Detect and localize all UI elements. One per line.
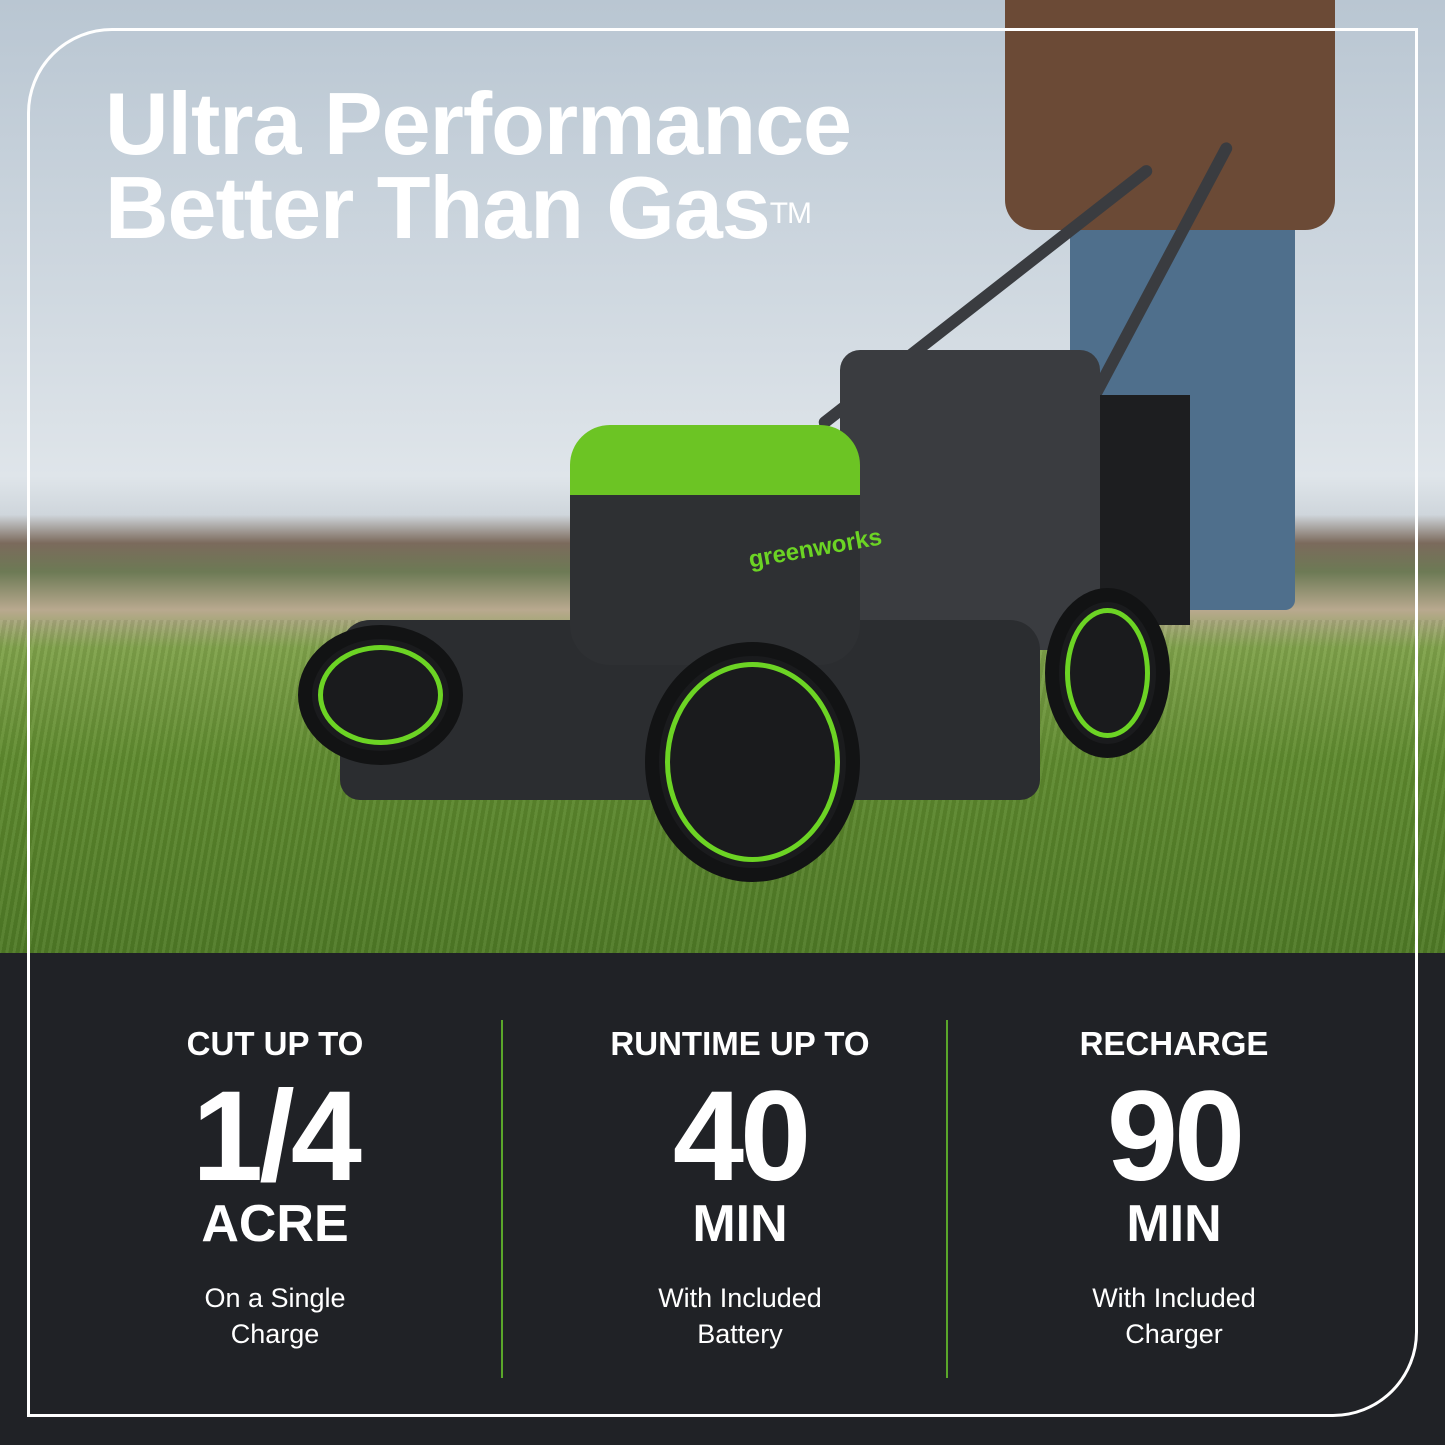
mower-battery-hood: [570, 425, 860, 665]
stat-value: 40: [672, 1065, 811, 1208]
stat-unit: MIN: [692, 1195, 788, 1253]
stat-desc-line: With Included: [658, 1283, 822, 1313]
stat-label: CUT UP TO: [186, 1025, 364, 1062]
person-jacket: [1005, 0, 1335, 230]
rear-right-wheel: [1045, 588, 1170, 758]
stat-desc: On a Single Charge: [65, 1280, 485, 1352]
stat-unit: MIN: [1126, 1195, 1222, 1253]
rear-left-wheel: [298, 625, 463, 765]
stat-desc-line: On a Single: [204, 1283, 346, 1313]
headline-line-2: Better Than GasTM: [105, 164, 851, 252]
stat-desc-line: With Included: [1092, 1283, 1256, 1313]
stat-recharge: RECHARGE 90 MIN With Included Charger: [964, 1024, 1384, 1352]
headline-line-1: Ultra Performance: [105, 74, 852, 173]
stat-runtime: RUNTIME UP TO 40 MIN With Included Batter…: [530, 1024, 950, 1352]
stat-label: RUNTIME UP TO: [610, 1025, 870, 1062]
divider: [501, 1020, 503, 1378]
stat-desc-line: Battery: [697, 1319, 783, 1349]
trademark: TM: [769, 197, 812, 230]
stat-value: 1/4: [192, 1065, 362, 1208]
divider: [946, 1020, 948, 1378]
headline: Ultra Performance Better Than GasTM: [105, 74, 852, 252]
stat-cut-area: CUT UP TO 1/4 ACRE On a Single Charge: [65, 1024, 485, 1352]
stat-desc: With Included Charger: [964, 1280, 1384, 1352]
stat-unit: ACRE: [201, 1195, 349, 1253]
stat-desc-line: Charger: [1125, 1319, 1223, 1349]
lawn-mower-photo: greenworks: [0, 0, 1445, 953]
stat-desc-line: Charge: [230, 1319, 320, 1349]
stat-desc: With Included Battery: [530, 1280, 950, 1352]
front-wheel: [645, 642, 860, 882]
stats-panel: [0, 953, 1445, 1445]
headline-line-2-text: Better Than Gas: [105, 158, 771, 257]
mower-deck: [840, 350, 1100, 650]
stat-label: RECHARGE: [1079, 1025, 1269, 1062]
stat-value: 90: [1106, 1065, 1245, 1208]
